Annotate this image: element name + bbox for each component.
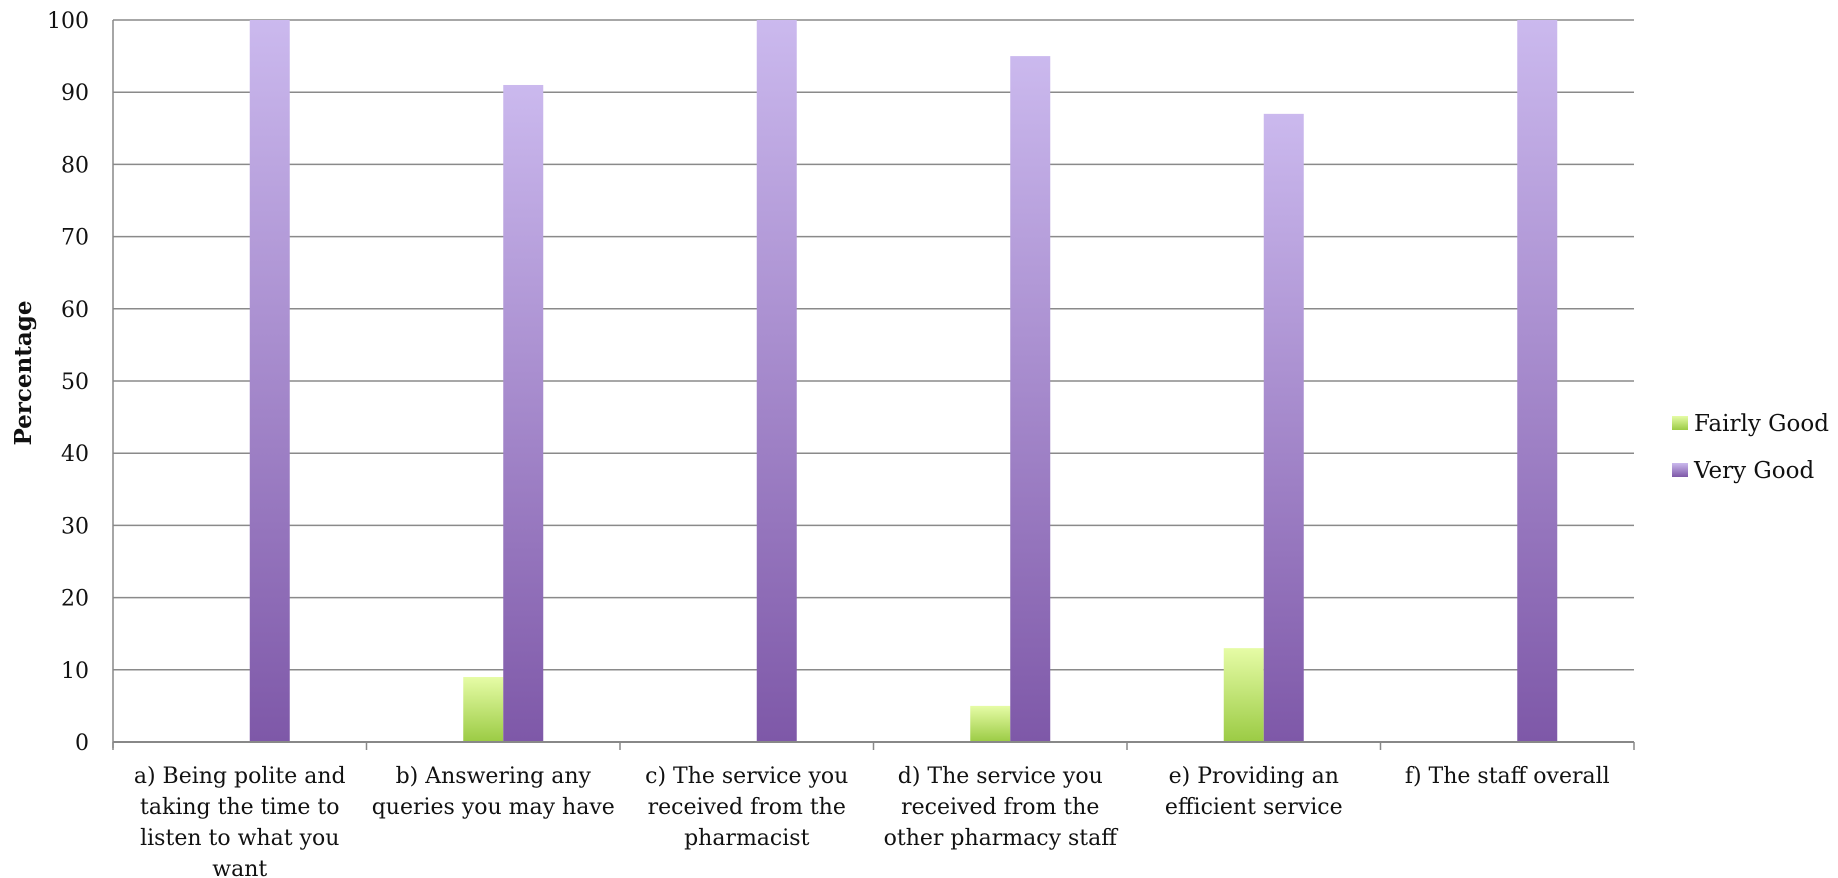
y-tick-label: 90 xyxy=(61,81,89,106)
y-tick-label: 60 xyxy=(61,298,89,323)
x-axis-category-labels: a) Being polite and taking the time to lis… xyxy=(134,764,1610,878)
bar-fairly-good xyxy=(1223,648,1264,742)
bar-very-good xyxy=(249,20,290,742)
y-axis-title: Percentage xyxy=(10,300,37,445)
y-axis-tick-labels: 0 10 20 30 40 50 60 70 80 90 100 xyxy=(47,9,89,756)
y-tick-label: 20 xyxy=(61,587,89,612)
y-tick-label: 0 xyxy=(75,731,89,756)
y-tick-label: 70 xyxy=(61,226,89,251)
legend-label: Very Good xyxy=(1693,458,1814,484)
bar-very-good xyxy=(1517,20,1558,742)
gridlines xyxy=(113,19,1634,743)
x-category-label: f) The staff overall xyxy=(1405,764,1610,789)
x-category-label: e) Providing an efficient service xyxy=(1165,764,1343,820)
x-category-label: c) The service you received from the pharm… xyxy=(645,764,848,851)
bar-very-good xyxy=(503,84,544,743)
bars xyxy=(249,20,1558,743)
y-tick-label: 30 xyxy=(61,514,89,539)
legend-swatch-fairly-good xyxy=(1672,416,1688,430)
y-tick-label: 40 xyxy=(61,442,89,467)
x-category-label: d) The service you received from the other… xyxy=(884,764,1119,851)
y-tick-label: 50 xyxy=(61,370,89,395)
y-tick-label: 80 xyxy=(61,153,89,178)
x-category-label: a) Being polite and taking the time to lis… xyxy=(134,764,346,878)
x-category-label: b) Answering any queries you may have xyxy=(372,764,615,820)
legend: Fairly Good Very Good xyxy=(1672,411,1829,484)
axes xyxy=(112,20,1635,750)
y-tick-label: 10 xyxy=(61,659,89,684)
bar-very-good xyxy=(1263,113,1304,743)
bar-fairly-good xyxy=(463,677,504,742)
legend-label: Fairly Good xyxy=(1694,411,1829,437)
legend-swatch-very-good xyxy=(1672,463,1688,477)
bar-very-good xyxy=(1010,56,1051,743)
bar-fairly-good xyxy=(970,705,1011,742)
y-tick-label: 100 xyxy=(47,9,89,34)
bar-very-good xyxy=(756,20,797,742)
